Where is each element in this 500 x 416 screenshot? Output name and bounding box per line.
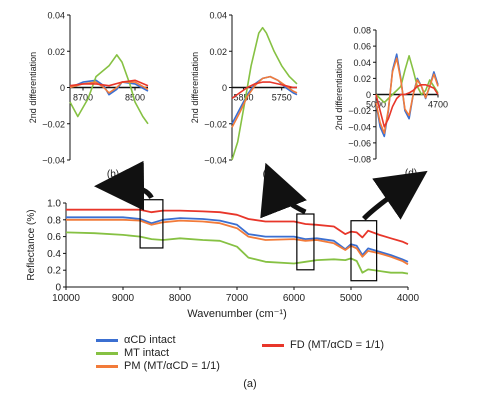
c-x-tick-label: 5750 (272, 93, 292, 103)
main-y-tick-label: 1.0 (47, 199, 61, 210)
c-y-axis-label: 2nd differentiation (190, 52, 200, 123)
main-y-tick-label: 0.6 (47, 232, 61, 243)
main-x-tick-label: 10000 (52, 293, 80, 304)
legend-label-mt: MT intact (124, 347, 170, 359)
c-series-line-fd (231, 81, 297, 100)
b-y-tick-label: 0.04 (47, 11, 65, 21)
legend-swatch-alphacd (96, 338, 118, 342)
main-y-tick-label: 0.4 (47, 249, 61, 260)
d-y-tick-label: 0 (366, 90, 371, 100)
b-series-line-fd (69, 79, 149, 87)
inset-panel-d: −0.08−0.06−0.04−0.0200.020.040.060.08500… (334, 26, 448, 180)
inset-panel-c: −0.04 −0.02 0 0.02 0.04 5850 5750 2nd different… (190, 11, 298, 180)
d-y-tick-label: 0.06 (353, 42, 371, 52)
legend-label-fd: FD (MT/αCD = 1/1) (290, 339, 385, 351)
inset-panel-b: −0.04 −0.02 0 0.02 0.04 8700 8500 2nd different… (28, 11, 149, 180)
c-y-tick-label: −0.04 (204, 156, 227, 166)
b-series-line-alphacd (69, 79, 149, 96)
c-y-tick-label: 0.02 (209, 47, 227, 57)
highlight-box-1 (139, 199, 164, 249)
zoom-arrow-1 (94, 160, 154, 211)
d-y-tick-label: −0.02 (348, 106, 371, 116)
legend-swatch-mt (96, 351, 118, 355)
d-series-line-pm (375, 57, 439, 134)
main-x-tick-label: 8000 (169, 293, 192, 304)
legend-swatch-fd (262, 343, 284, 347)
legend-item-alphacd: αCD intact (96, 334, 176, 346)
c-y-tick-label: 0 (222, 83, 227, 93)
main-series-line-alphacd (66, 216, 409, 263)
b-x-tick-label: 8500 (125, 93, 145, 103)
b-y-axis-label: 2nd differentiation (28, 52, 38, 123)
d-y-tick-label: 0.04 (353, 58, 371, 68)
legend-item-fd: FD (MT/αCD = 1/1) (262, 339, 384, 351)
main-y-tick-label: 0.8 (47, 215, 61, 226)
b-series-line-mt (69, 54, 149, 125)
b-y-tick-label: 0.02 (47, 47, 65, 57)
c-series-line-pm (231, 75, 298, 128)
legend-item-mt: MT intact (96, 347, 169, 359)
figure-caption: (a) (243, 378, 257, 390)
main-x-tick-label: 6000 (283, 293, 306, 304)
main-y-tick-label: 0 (55, 283, 61, 294)
legend: αCD intact MT intact PM (MT/αCD = 1/1) F… (96, 334, 456, 374)
b-y-tick-label: −0.04 (42, 156, 65, 166)
main-x-axis-label: Wavenumber (cm⁻¹) (187, 308, 287, 320)
main-series-line-pm (66, 218, 409, 266)
legend-label-pm: PM (MT/αCD = 1/1) (124, 360, 220, 372)
main-series-line-fd (66, 208, 409, 246)
d-series-line-fd (375, 84, 439, 128)
main-x-tick-label: 4000 (397, 293, 420, 304)
main-x-tick-label: 7000 (226, 293, 249, 304)
d-y-tick-label: 0.08 (353, 26, 371, 36)
main-series-line-mt (65, 231, 409, 275)
main-reflectance-chart: 0 0.2 0.4 0.6 0.8 1.0 10000 9000 8000 7000 6000 500… (26, 199, 420, 321)
zoom-arrow-3 (362, 170, 428, 221)
c-x-tick-label: 5850 (233, 93, 253, 103)
d-x-tick-label: 4700 (428, 100, 448, 110)
legend-label-alphacd: αCD intact (124, 334, 176, 346)
c-y-tick-label: −0.02 (204, 119, 227, 129)
b-x-tick-label: 8700 (73, 93, 93, 103)
b-y-tick-label: 0 (60, 83, 65, 93)
d-panel-label: (d) (405, 168, 417, 179)
c-series-line-mt (231, 26, 298, 161)
d-y-tick-label: −0.04 (348, 122, 371, 132)
d-y-tick-label: −0.08 (348, 155, 371, 165)
c-y-tick-label: 0.04 (209, 11, 227, 21)
d-y-axis-label: 2nd differentiation (334, 59, 344, 130)
main-x-tick-label: 9000 (112, 293, 135, 304)
zoom-arrow-2 (260, 162, 307, 219)
c-panel-label: (c) (263, 169, 275, 180)
zoom-arrows (94, 160, 428, 221)
main-y-axis-label: Reflectance (%) (26, 209, 37, 280)
main-x-tick-label: 5000 (340, 293, 363, 304)
d-series-line-mt (375, 54, 439, 104)
highlight-box-3 (350, 220, 378, 282)
b-panel-label: (b) (107, 169, 119, 180)
legend-item-pm: PM (MT/αCD = 1/1) (96, 360, 220, 372)
legend-swatch-pm (96, 364, 118, 368)
main-y-tick-label: 0.2 (47, 266, 61, 277)
d-y-tick-label: −0.06 (348, 138, 371, 148)
b-y-tick-label: −0.02 (42, 119, 65, 129)
d-y-tick-label: 0.02 (353, 74, 371, 84)
